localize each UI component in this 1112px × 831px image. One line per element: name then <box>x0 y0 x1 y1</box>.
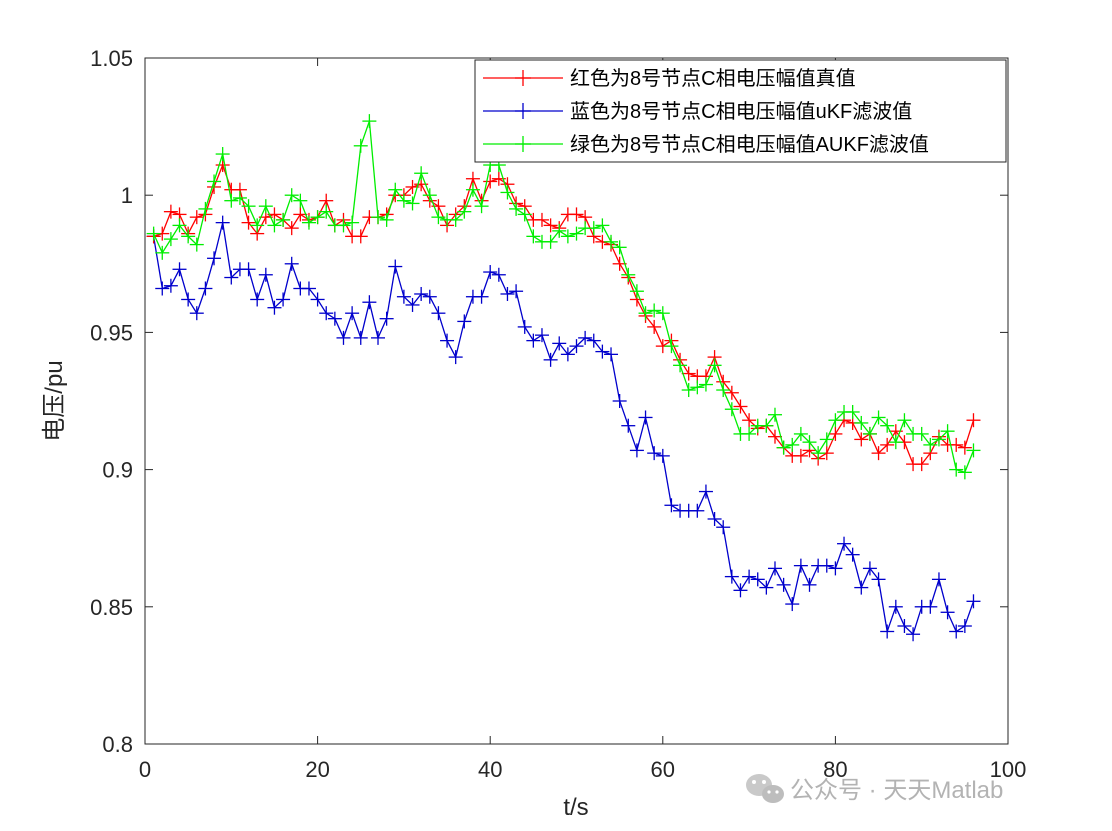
legend-items: 红色为8号节点C相电压幅值真值蓝色为8号节点C相电压幅值uKF滤波值绿色为8号节… <box>483 67 929 156</box>
legend-box <box>474 59 1007 163</box>
data-series <box>146 114 981 642</box>
x-tick-label: 40 <box>478 757 502 782</box>
legend: 红色为8号节点C相电压幅值真值蓝色为8号节点C相电压幅值uKF滤波值绿色为8号节… <box>474 59 1007 163</box>
y-axis-label: 电压/pu <box>41 360 68 441</box>
x-tick-label: 100 <box>990 757 1027 782</box>
x-tick-label: 60 <box>651 757 675 782</box>
watermark: 公众号 · 天天Matlab <box>746 774 1003 804</box>
legend-entry-label: 绿色为8号节点C相电压幅值AUKF滤波值 <box>570 133 929 156</box>
series-line <box>153 120 975 474</box>
legend-entry-label: 红色为8号节点C相电压幅值真值 <box>570 67 856 90</box>
y-tick-label: 0.95 <box>90 320 133 345</box>
series-1 <box>146 215 981 642</box>
series-2 <box>146 114 981 480</box>
series-line <box>152 222 975 636</box>
wechat-icon <box>746 774 784 803</box>
y-tick-label: 0.8 <box>102 732 133 757</box>
x-tick-label: 80 <box>823 757 847 782</box>
plot-area <box>144 57 1009 745</box>
y-tick-label: 1 <box>121 183 133 208</box>
y-tick-label: 0.9 <box>102 458 133 483</box>
legend-entry-label: 蓝色为8号节点C相电压幅值uKF滤波值 <box>570 100 912 123</box>
watermark-text: 公众号 · 天天Matlab <box>790 777 1003 804</box>
y-tick-label: 1.05 <box>90 46 133 71</box>
x-axis-label: t/s <box>563 794 588 821</box>
x-tick-label: 20 <box>305 757 329 782</box>
y-tick-label: 0.85 <box>90 595 133 620</box>
series-line <box>153 163 975 465</box>
x-tick-label: 0 <box>139 757 151 782</box>
